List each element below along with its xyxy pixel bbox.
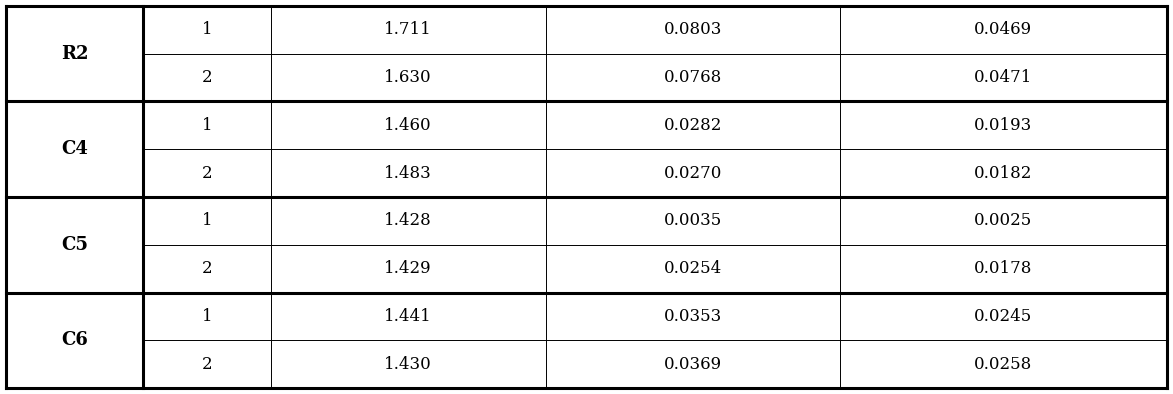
Text: 0.0270: 0.0270 (664, 165, 721, 182)
Text: 1: 1 (202, 308, 212, 325)
Text: 0.0282: 0.0282 (664, 117, 721, 134)
Text: 0.0768: 0.0768 (664, 69, 721, 86)
Text: 1.429: 1.429 (385, 260, 432, 277)
Text: 0.0182: 0.0182 (975, 165, 1032, 182)
Text: 2: 2 (202, 69, 212, 86)
Text: 1.460: 1.460 (385, 117, 432, 134)
Text: 1.711: 1.711 (385, 21, 432, 38)
Text: R2: R2 (61, 45, 88, 63)
Text: 0.0193: 0.0193 (975, 117, 1032, 134)
Text: 0.0471: 0.0471 (975, 69, 1032, 86)
Text: C4: C4 (61, 140, 88, 158)
Text: 0.0469: 0.0469 (975, 21, 1032, 38)
Text: 1.428: 1.428 (385, 212, 432, 229)
Text: 2: 2 (202, 356, 212, 373)
Text: 1.430: 1.430 (385, 356, 432, 373)
Text: 0.0025: 0.0025 (975, 212, 1032, 229)
Text: 0.0258: 0.0258 (975, 356, 1032, 373)
Text: 0.0178: 0.0178 (975, 260, 1032, 277)
Text: 0.0353: 0.0353 (664, 308, 721, 325)
Text: 1: 1 (202, 21, 212, 38)
Text: 2: 2 (202, 260, 212, 277)
Text: 0.0035: 0.0035 (664, 212, 721, 229)
Text: 0.0254: 0.0254 (664, 260, 721, 277)
Text: 1.441: 1.441 (385, 308, 432, 325)
Text: 0.0803: 0.0803 (664, 21, 721, 38)
Text: 1.630: 1.630 (385, 69, 432, 86)
Text: 0.0245: 0.0245 (975, 308, 1032, 325)
Text: 1.483: 1.483 (385, 165, 432, 182)
Text: C6: C6 (61, 331, 88, 349)
Text: C5: C5 (61, 236, 88, 254)
Text: 0.0369: 0.0369 (664, 356, 721, 373)
Text: 1: 1 (202, 212, 212, 229)
Text: 1: 1 (202, 117, 212, 134)
Text: 2: 2 (202, 165, 212, 182)
